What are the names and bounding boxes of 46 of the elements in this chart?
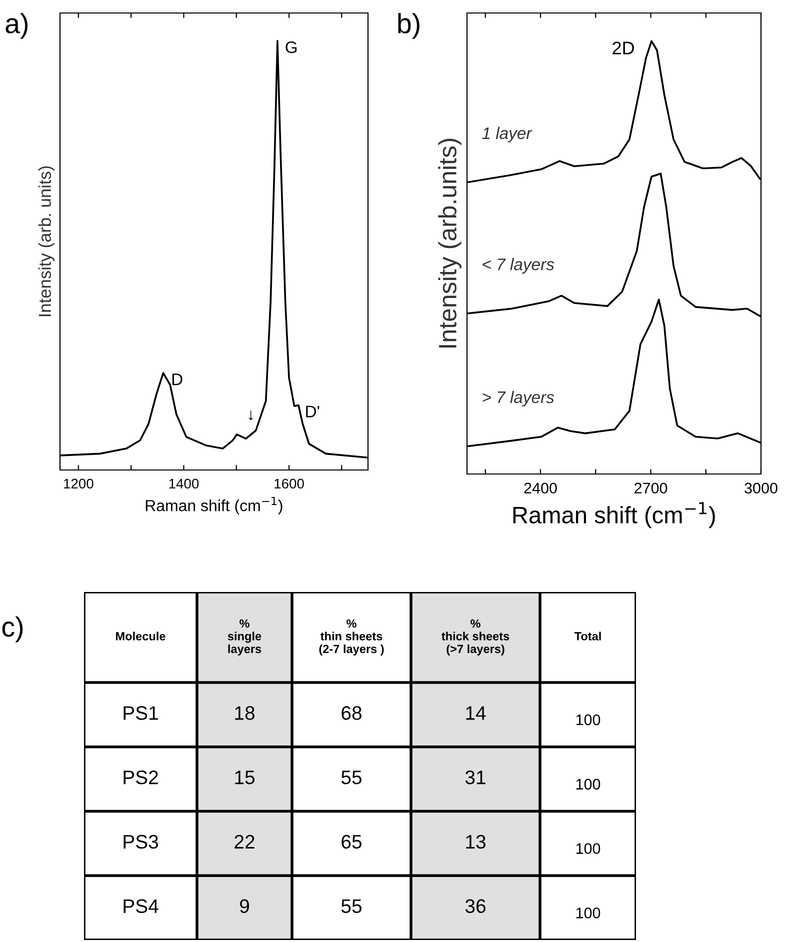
text: 31 — [465, 770, 486, 784]
x-tick-label: 2700 — [634, 482, 668, 494]
category-label: % single layers — [228, 619, 262, 656]
text: 55 — [341, 770, 362, 784]
text: 55 — [341, 899, 362, 914]
category-label: % thick sheets (>7 layers) — [442, 619, 510, 656]
chart-title: a) — [6, 13, 28, 39]
text: 100 — [576, 778, 600, 790]
text: 13 — [466, 834, 486, 849]
text: c) — [2, 616, 23, 642]
category-label: Molecule — [116, 632, 166, 640]
x-tick-label: 2400 — [524, 482, 557, 494]
category-label: Total — [574, 632, 601, 640]
annotation: D' — [306, 406, 320, 418]
text: 15 — [235, 770, 254, 784]
text: 36 — [465, 899, 486, 914]
series-label: > 7 layers — [482, 390, 554, 406]
chart-title: b) — [398, 13, 420, 39]
text: 14 — [466, 706, 486, 720]
text: 9 — [240, 899, 249, 914]
text: 100 — [576, 908, 600, 918]
text: 65 — [342, 834, 362, 849]
category-label: % thin sheets (2-7 layers ) — [319, 619, 384, 656]
text: 18 — [235, 706, 254, 720]
x-tick-label: 1600 — [274, 478, 304, 489]
y-axis-title: Intensity (arb. units) — [38, 166, 54, 316]
category-label: PS4 — [124, 899, 158, 914]
annotation: G — [286, 41, 297, 54]
category-label: PS3 — [124, 834, 158, 849]
text: 100 — [576, 714, 600, 726]
annotation: 2D — [612, 42, 634, 54]
x-tick-label: 1400 — [169, 478, 199, 489]
series-label: < 7 layers — [482, 258, 554, 274]
text: 100 — [576, 843, 600, 854]
text: 22 — [234, 834, 254, 848]
category-label: PS2 — [124, 770, 158, 784]
annotation: ↓ — [248, 410, 253, 420]
x-tick-label: 3000 — [744, 482, 778, 494]
series-label: 1 layer — [482, 126, 532, 142]
x-axis-title: Raman shift (cm$^{−1}$) — [146, 496, 282, 514]
text: 68 — [342, 706, 362, 720]
category-label: PS1 — [124, 706, 158, 720]
y-axis-title: Intensity (arb.units) — [438, 138, 462, 348]
annotation: D — [172, 374, 182, 386]
x-axis-title: Raman shift (cm$^{−1}$) — [513, 502, 715, 528]
x-tick-label: 1200 — [64, 478, 94, 489]
